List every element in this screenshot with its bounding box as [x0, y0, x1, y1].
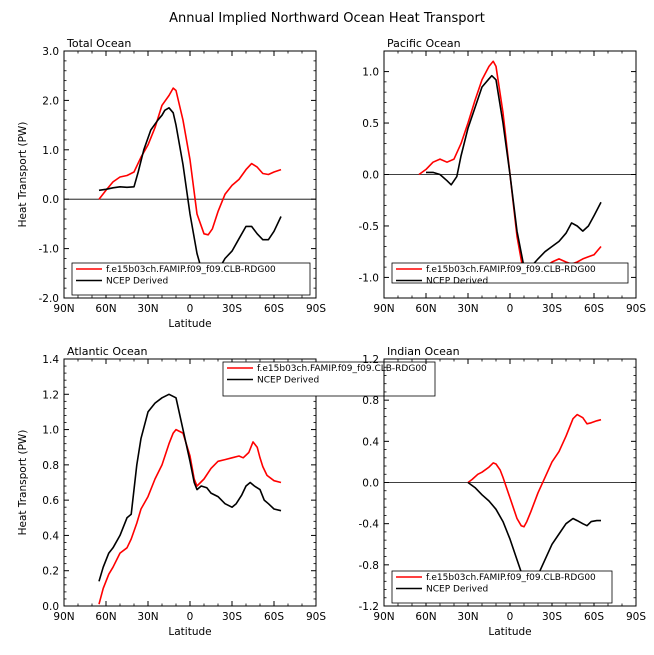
y-axis-label: Heat Transport (PW): [17, 122, 29, 228]
x-tick-label: 60N: [415, 611, 436, 623]
legend: f.e15b03ch.FAMIP.f09_f09.CLB-RDG00 NCEP D…: [391, 262, 629, 287]
x-tick-label: 60S: [584, 303, 604, 315]
legend-entry: NCEP Derived: [426, 585, 488, 595]
x-tick-label: 60N: [415, 303, 436, 315]
y-axis-label: Heat Transport (PW): [17, 430, 29, 536]
x-axis-label: Latitude: [168, 626, 211, 638]
series-line-0: [98, 87, 282, 236]
panel-2: 90N 60N 30N 0 30S 60S 90S 0.0 0.2 0.4 0.6 0.8 1.0 1.2…: [17, 345, 436, 638]
panel-title: Atlantic Ocean: [67, 345, 148, 358]
y-tick-label: 0.0: [42, 194, 59, 206]
x-tick-label: 60N: [95, 611, 116, 623]
panel-title: Pacific Ocean: [387, 37, 461, 50]
y-tick-label: 0.4: [42, 530, 59, 542]
series-line-1: [426, 74, 602, 272]
legend-entry: f.e15b03ch.FAMIP.f09_f09.CLB-RDG00: [426, 573, 596, 583]
series-line-1: [98, 107, 282, 282]
x-tick-label: 30N: [457, 303, 478, 315]
y-tick-label: 1.2: [42, 389, 59, 401]
x-tick-label: 90S: [626, 611, 646, 623]
y-tick-label: 3.0: [42, 46, 59, 58]
y-tick-label: -1.0: [39, 244, 60, 256]
plot-frame: [63, 50, 317, 299]
x-tick-label: 90S: [306, 611, 326, 623]
y-tick-label: 1.2: [362, 354, 379, 366]
legend-entry: NCEP Derived: [106, 277, 168, 287]
y-tick-label: 1.0: [42, 145, 59, 157]
y-tick-label: -0.5: [359, 221, 380, 233]
x-tick-label: 0: [187, 611, 194, 623]
x-axis-label: Latitude: [168, 318, 211, 330]
legend: f.e15b03ch.FAMIP.f09_f09.CLB-RDG00 NCEP D…: [391, 570, 613, 604]
y-tick-label: 0.5: [362, 118, 379, 130]
y-tick-label: 0.4: [362, 436, 379, 448]
panel-title: Indian Ocean: [387, 345, 460, 358]
x-tick-label: 60S: [264, 611, 284, 623]
x-tick-label: 60S: [264, 303, 284, 315]
x-tick-label: 90S: [306, 303, 326, 315]
x-tick-label: 30N: [137, 303, 158, 315]
y-tick-label: 0.2: [42, 566, 59, 578]
x-tick-label: 90S: [626, 303, 646, 315]
panel-title: Total Ocean: [66, 37, 131, 50]
x-tick-label: 30N: [137, 611, 158, 623]
y-tick-label: 0.6: [42, 495, 59, 507]
legend-entry: f.e15b03ch.FAMIP.f09_f09.CLB-RDG00: [257, 364, 427, 374]
x-tick-label: 90N: [53, 611, 74, 623]
series-line-0: [467, 413, 602, 528]
x-tick-label: 90N: [53, 303, 74, 315]
x-tick-label: 0: [507, 303, 514, 315]
legend-entry: f.e15b03ch.FAMIP.f09_f09.CLB-RDG00: [426, 265, 596, 275]
legend-entry: NCEP Derived: [257, 376, 319, 386]
y-tick-label: 0.8: [42, 460, 59, 472]
x-tick-label: 30N: [457, 611, 478, 623]
figure-title: Annual Implied Northward Ocean Heat Tran…: [169, 11, 485, 26]
panel-1: 90N 60N 30N 0 30S 60S 90S -1.0 -0.5 0.0 0.5 1.0 Paci…: [359, 37, 647, 315]
x-tick-label: 60N: [95, 303, 116, 315]
x-tick-label: 60S: [584, 611, 604, 623]
legend: f.e15b03ch.FAMIP.f09_f09.CLB-RDG00 NCEP D…: [222, 361, 436, 397]
y-tick-label: 0.8: [362, 395, 379, 407]
panel-3: 90N 60N 30N 0 30S 60S 90S -1.2 -0.8 -0.4 0.0 0.4 0.8…: [359, 345, 647, 638]
legend-box: [391, 262, 629, 284]
legend-box: [391, 570, 613, 604]
y-tick-label: 1.0: [362, 67, 379, 79]
y-tick-label: 0.0: [42, 601, 59, 613]
x-tick-label: 0: [507, 611, 514, 623]
x-tick-label: 30S: [222, 303, 242, 315]
y-tick-label: -1.0: [359, 272, 380, 284]
x-tick-label: 30S: [222, 611, 242, 623]
legend-box: [222, 361, 436, 397]
x-tick-label: 0: [187, 303, 194, 315]
x-tick-label: 90N: [373, 611, 394, 623]
legend-entry: NCEP Derived: [426, 277, 488, 287]
y-tick-label: 1.4: [42, 354, 59, 366]
y-tick-label: -1.2: [359, 601, 380, 613]
series-line-1: [98, 393, 282, 582]
y-tick-label: -2.0: [39, 293, 60, 305]
legend-box: [71, 262, 311, 296]
x-tick-label: 30S: [542, 611, 562, 623]
series-line-0: [98, 428, 282, 605]
y-tick-label: 0.0: [362, 478, 379, 490]
y-tick-label: 2.0: [42, 95, 59, 107]
x-tick-label: 30S: [542, 303, 562, 315]
panel-0: 90N 60N 30N 0 30S 60S 90S -2.0 -1.0 0.0 1.0 2.0 3.0 T…: [17, 37, 326, 330]
legend-entry: f.e15b03ch.FAMIP.f09_f09.CLB-RDG00: [106, 265, 276, 275]
y-tick-label: -0.8: [359, 560, 380, 572]
x-tick-label: 90N: [373, 303, 394, 315]
y-tick-label: -0.4: [359, 519, 380, 531]
y-tick-label: 1.0: [42, 425, 59, 437]
y-tick-label: 0.0: [362, 170, 379, 182]
x-axis-label: Latitude: [488, 626, 531, 638]
legend: f.e15b03ch.FAMIP.f09_f09.CLB-RDG00 NCEP D…: [71, 262, 311, 296]
